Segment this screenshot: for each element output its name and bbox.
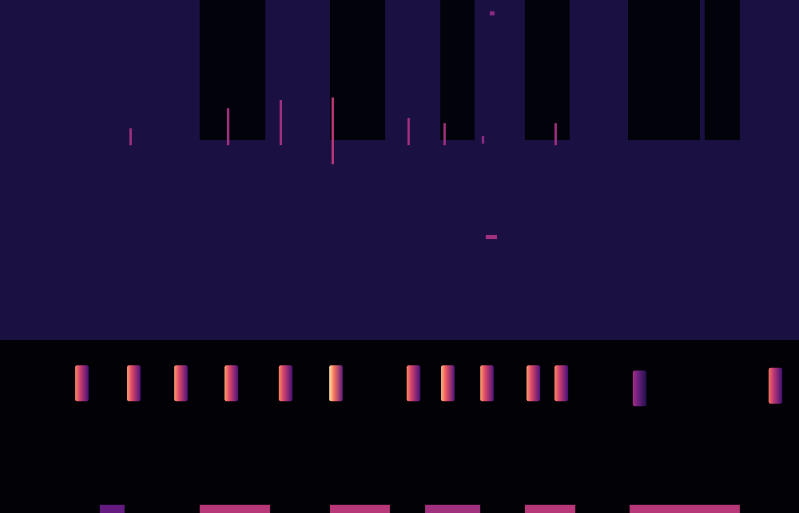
energy-region [440,0,474,140]
energy-region [0,340,799,513]
pulse [279,365,293,401]
energy-region [332,97,334,164]
pulse [633,370,647,406]
pulse [407,365,421,401]
energy-region [100,505,125,513]
pulse [329,365,343,401]
energy-region [425,505,480,513]
energy-region [330,505,390,513]
energy-region [525,505,575,513]
plot-area [0,0,799,513]
energy-region [407,118,409,145]
energy-region [330,0,385,140]
energy-region [630,505,740,513]
pulse [480,365,494,401]
energy-region [490,11,495,15]
pulse [75,365,89,401]
pulse [174,365,188,401]
spectrogram [0,0,799,513]
energy-region [129,128,131,145]
pulse [527,365,541,401]
energy-region [227,108,229,145]
energy-region [0,0,799,340]
pulse [555,365,569,401]
energy-region [443,123,445,145]
energy-region [525,0,570,140]
energy-region [280,100,282,145]
pulse [769,368,783,404]
energy-region [200,0,266,140]
energy-region [200,505,270,513]
energy-region [555,123,557,145]
pulse [127,365,141,401]
pulse [441,365,455,401]
energy-region [628,0,700,140]
energy-region [705,0,740,140]
energy-region [486,235,497,239]
energy-region [482,136,484,144]
pulse [225,365,239,401]
